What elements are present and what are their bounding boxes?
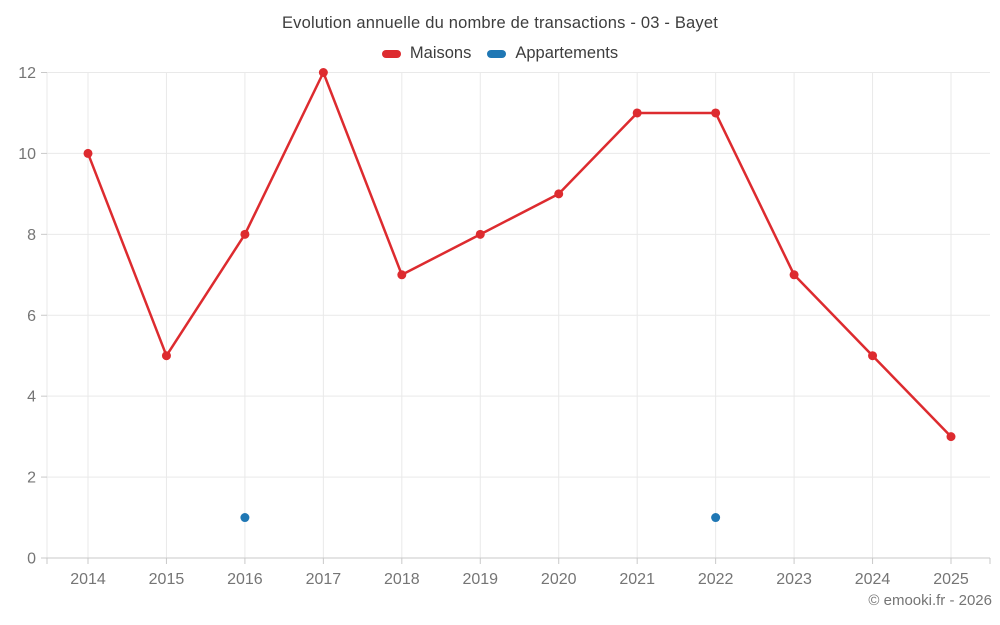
y-tick-label-4: 4 [27, 389, 36, 406]
legend-label-appartements: Appartements [515, 44, 619, 62]
data-point-appartements-2016 [240, 513, 250, 523]
x-tick-label-2024: 2024 [855, 571, 891, 588]
data-point-maisons-2025 [946, 432, 956, 442]
data-point-maisons-2016 [240, 229, 250, 239]
data-point-maisons-2017 [318, 68, 328, 77]
y-tick-label-8: 8 [27, 227, 36, 244]
data-point-maisons-2021 [632, 108, 642, 118]
y-tick-label-12: 12 [18, 65, 36, 82]
x-tick-label-2023: 2023 [776, 571, 812, 588]
x-tick-label-2017: 2017 [306, 571, 342, 588]
data-point-appartements-2022 [711, 513, 721, 523]
legend-item-maisons: Maisons [381, 44, 472, 63]
y-tick-label-0: 0 [27, 551, 36, 568]
data-point-maisons-2014 [83, 148, 93, 158]
data-point-maisons-2019 [475, 229, 485, 239]
series-line-maisons [86, 71, 953, 438]
chart-legend: Maisons Appartements [0, 44, 1000, 63]
legend-item-appartements: Appartements [487, 44, 618, 63]
x-tick-label-2020: 2020 [541, 571, 577, 588]
x-tick-label-2016: 2016 [227, 571, 263, 588]
legend-marker-appartements [487, 49, 507, 58]
data-point-maisons-2022 [711, 108, 721, 118]
data-point-maisons-2020 [554, 189, 564, 199]
x-tick-label-2018: 2018 [384, 571, 420, 588]
x-tick-label-2015: 2015 [149, 571, 185, 588]
x-tick-label-2014: 2014 [70, 571, 106, 588]
y-tick-label-6: 6 [27, 308, 36, 325]
chart-title: Evolution annuelle du nombre de transact… [281, 14, 719, 32]
data-point-maisons-2018 [397, 270, 407, 280]
legend-label-maisons: Maisons [409, 44, 472, 62]
x-tick-label-2025: 2025 [933, 571, 969, 588]
copyright-text: © emooki.fr - 2026 [868, 592, 992, 609]
data-point-maisons-2023 [789, 270, 799, 280]
x-tick-label-2022: 2022 [698, 571, 734, 588]
data-point-maisons-2024 [868, 351, 878, 361]
data-point-maisons-2015 [161, 351, 171, 361]
y-tick-label-2: 2 [27, 470, 36, 487]
x-tick-label-2019: 2019 [462, 571, 498, 588]
legend-marker-maisons [381, 49, 401, 58]
y-tick-label-10: 10 [18, 146, 36, 163]
x-tick-label-2021: 2021 [619, 571, 655, 588]
